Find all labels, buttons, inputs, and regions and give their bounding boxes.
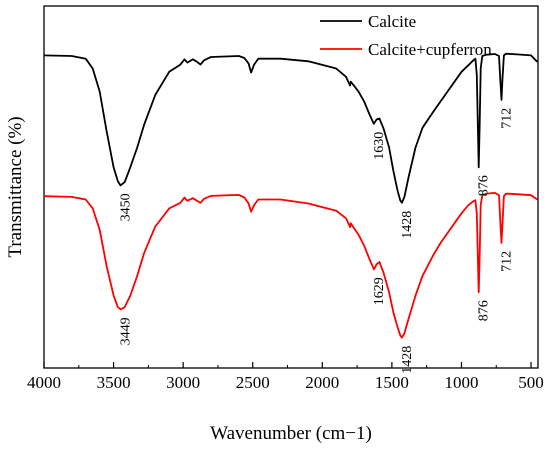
series-line-calcite bbox=[43, 52, 538, 204]
x-tick-label-500: 500 bbox=[518, 373, 544, 392]
legend-label-calcite-cupferron: Calcite+cupferron bbox=[368, 40, 492, 59]
x-tick-label-4000: 4000 bbox=[27, 373, 61, 392]
peak-label-3450: 3450 bbox=[119, 193, 134, 221]
peak-label-3449: 3449 bbox=[119, 317, 134, 345]
x-tick-label-1000: 1000 bbox=[444, 373, 478, 392]
peak-label-1428: 1428 bbox=[400, 346, 415, 374]
series-layer bbox=[43, 52, 538, 339]
y-axis-label: Transmittance (%) bbox=[5, 116, 26, 257]
x-axis: 4000 3500 3000 2500 2000 1500 1000 500 bbox=[27, 362, 544, 392]
x-tick-label-2000: 2000 bbox=[305, 373, 339, 392]
peak-label-876: 876 bbox=[477, 175, 492, 196]
series-line-calcite-cupferron bbox=[43, 192, 538, 339]
x-axis-label: Wavenumber (cm−1) bbox=[210, 423, 372, 444]
peak-label-712: 712 bbox=[500, 251, 515, 272]
peak-label-1428: 1428 bbox=[400, 211, 415, 239]
peak-label-1630: 1630 bbox=[372, 132, 387, 160]
annotation-layer: 3450 1630 1428 876 712 3449 1629 1428 876 712 bbox=[119, 108, 515, 374]
peak-label-1629: 1629 bbox=[372, 277, 387, 305]
legend: Calcite Calcite+cupferron bbox=[320, 12, 492, 59]
legend-label-calcite: Calcite bbox=[368, 12, 416, 31]
x-tick-label-3500: 3500 bbox=[97, 373, 131, 392]
x-tick-label-3000: 3000 bbox=[166, 373, 200, 392]
x-tick-label-2500: 2500 bbox=[236, 373, 270, 392]
plot-area: 3450 1630 1428 876 712 3449 1629 1428 876 712 bbox=[43, 5, 539, 374]
peak-label-876: 876 bbox=[477, 300, 492, 321]
x-tick-label-1500: 1500 bbox=[375, 373, 409, 392]
plot-frame bbox=[43, 5, 539, 369]
peak-label-712: 712 bbox=[500, 108, 515, 129]
